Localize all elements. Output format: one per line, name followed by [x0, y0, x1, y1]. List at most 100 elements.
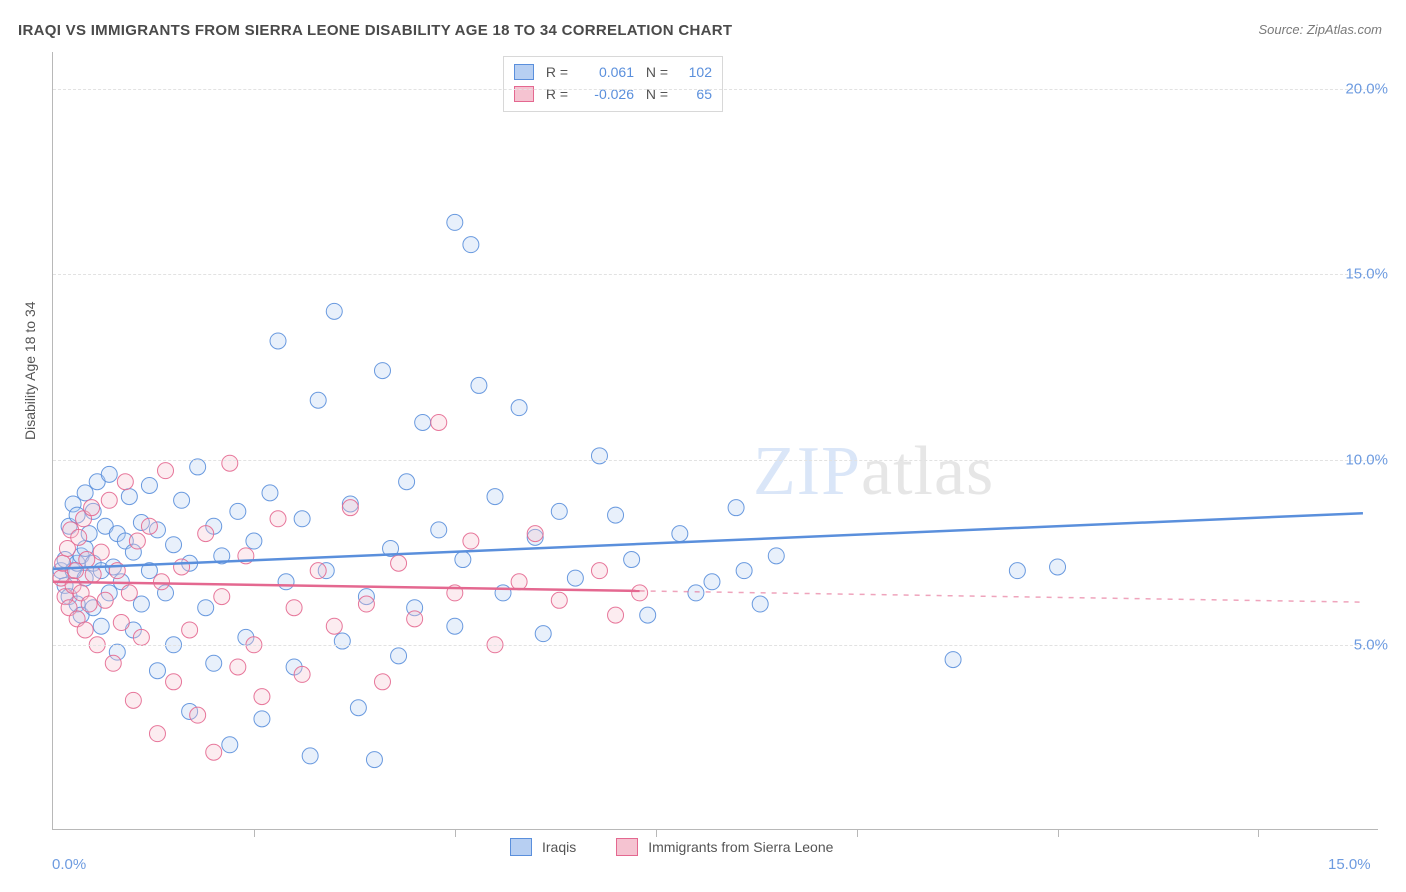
data-point — [117, 474, 133, 490]
data-point — [374, 674, 390, 690]
data-point — [166, 674, 182, 690]
data-point — [768, 548, 784, 564]
data-point — [632, 585, 648, 601]
data-point — [391, 648, 407, 664]
data-point — [270, 333, 286, 349]
chart-title: IRAQI VS IMMIGRANTS FROM SIERRA LEONE DI… — [18, 22, 732, 39]
data-point — [415, 414, 431, 430]
data-point — [511, 574, 527, 590]
data-point — [350, 700, 366, 716]
x-tick — [1258, 829, 1259, 837]
data-point — [294, 511, 310, 527]
data-point — [463, 533, 479, 549]
source-label: Source: ZipAtlas.com — [1258, 22, 1382, 37]
data-point — [141, 477, 157, 493]
data-point — [567, 570, 583, 586]
data-point — [149, 726, 165, 742]
grid-line — [53, 645, 1378, 646]
data-point — [326, 618, 342, 634]
data-point — [399, 474, 415, 490]
data-point — [153, 574, 169, 590]
data-point — [79, 552, 95, 568]
data-point — [471, 377, 487, 393]
data-point — [190, 707, 206, 723]
plot-area: R = 0.061 N = 102 R = -0.026 N = 65 ZIPa… — [52, 52, 1378, 830]
data-point — [77, 622, 93, 638]
data-point — [551, 503, 567, 519]
data-point — [672, 526, 688, 542]
data-point — [214, 589, 230, 605]
data-point — [246, 533, 262, 549]
data-point — [374, 363, 390, 379]
data-point — [222, 455, 238, 471]
data-point — [71, 529, 87, 545]
data-point — [463, 237, 479, 253]
data-point — [591, 448, 607, 464]
data-point — [125, 692, 141, 708]
data-point — [728, 500, 744, 516]
data-point — [84, 500, 100, 516]
data-point — [688, 585, 704, 601]
data-point — [736, 563, 752, 579]
data-point — [97, 592, 113, 608]
data-point — [591, 563, 607, 579]
y-tick-label: 20.0% — [1345, 81, 1388, 98]
data-point — [945, 652, 961, 668]
data-point — [1050, 559, 1066, 575]
data-point — [206, 655, 222, 671]
y-tick-label: 5.0% — [1354, 636, 1388, 653]
x-tick — [254, 829, 255, 837]
data-point — [511, 400, 527, 416]
y-axis-label: Disability Age 18 to 34 — [22, 301, 38, 440]
data-point — [182, 622, 198, 638]
data-point — [198, 526, 214, 542]
data-point — [366, 752, 382, 768]
data-point — [105, 655, 121, 671]
data-point — [310, 563, 326, 579]
legend-label-sierra-leone: Immigrants from Sierra Leone — [648, 839, 833, 855]
data-point — [174, 559, 190, 575]
x-tick-label: 15.0% — [1328, 856, 1371, 873]
data-point — [254, 689, 270, 705]
data-point — [310, 392, 326, 408]
grid-line — [53, 274, 1378, 275]
data-point — [551, 592, 567, 608]
data-point — [270, 511, 286, 527]
data-point — [294, 666, 310, 682]
x-tick — [455, 829, 456, 837]
x-tick — [656, 829, 657, 837]
data-point — [624, 552, 640, 568]
legend-bottom: Iraqis Immigrants from Sierra Leone — [510, 838, 833, 856]
data-point — [230, 503, 246, 519]
data-point — [431, 522, 447, 538]
x-tick-label: 0.0% — [52, 856, 86, 873]
y-tick-label: 15.0% — [1345, 266, 1388, 283]
data-point — [129, 533, 145, 549]
data-point — [190, 459, 206, 475]
data-point — [535, 626, 551, 642]
data-point — [302, 748, 318, 764]
trend-line-dashed — [640, 591, 1363, 602]
data-point — [93, 618, 109, 634]
data-point — [198, 600, 214, 616]
y-tick-label: 10.0% — [1345, 451, 1388, 468]
data-point — [141, 518, 157, 534]
x-tick — [857, 829, 858, 837]
data-point — [166, 537, 182, 553]
data-point — [447, 214, 463, 230]
data-point — [608, 507, 624, 523]
data-point — [407, 611, 423, 627]
data-point — [254, 711, 270, 727]
data-point — [447, 618, 463, 634]
legend-swatch-iraqis — [510, 838, 532, 856]
legend-label-iraqis: Iraqis — [542, 839, 576, 855]
data-point — [608, 607, 624, 623]
data-point — [1009, 563, 1025, 579]
data-point — [101, 492, 117, 508]
data-point — [206, 744, 222, 760]
data-point — [262, 485, 278, 501]
data-point — [121, 585, 137, 601]
data-point — [230, 659, 246, 675]
data-point — [113, 615, 129, 631]
data-point — [527, 526, 543, 542]
